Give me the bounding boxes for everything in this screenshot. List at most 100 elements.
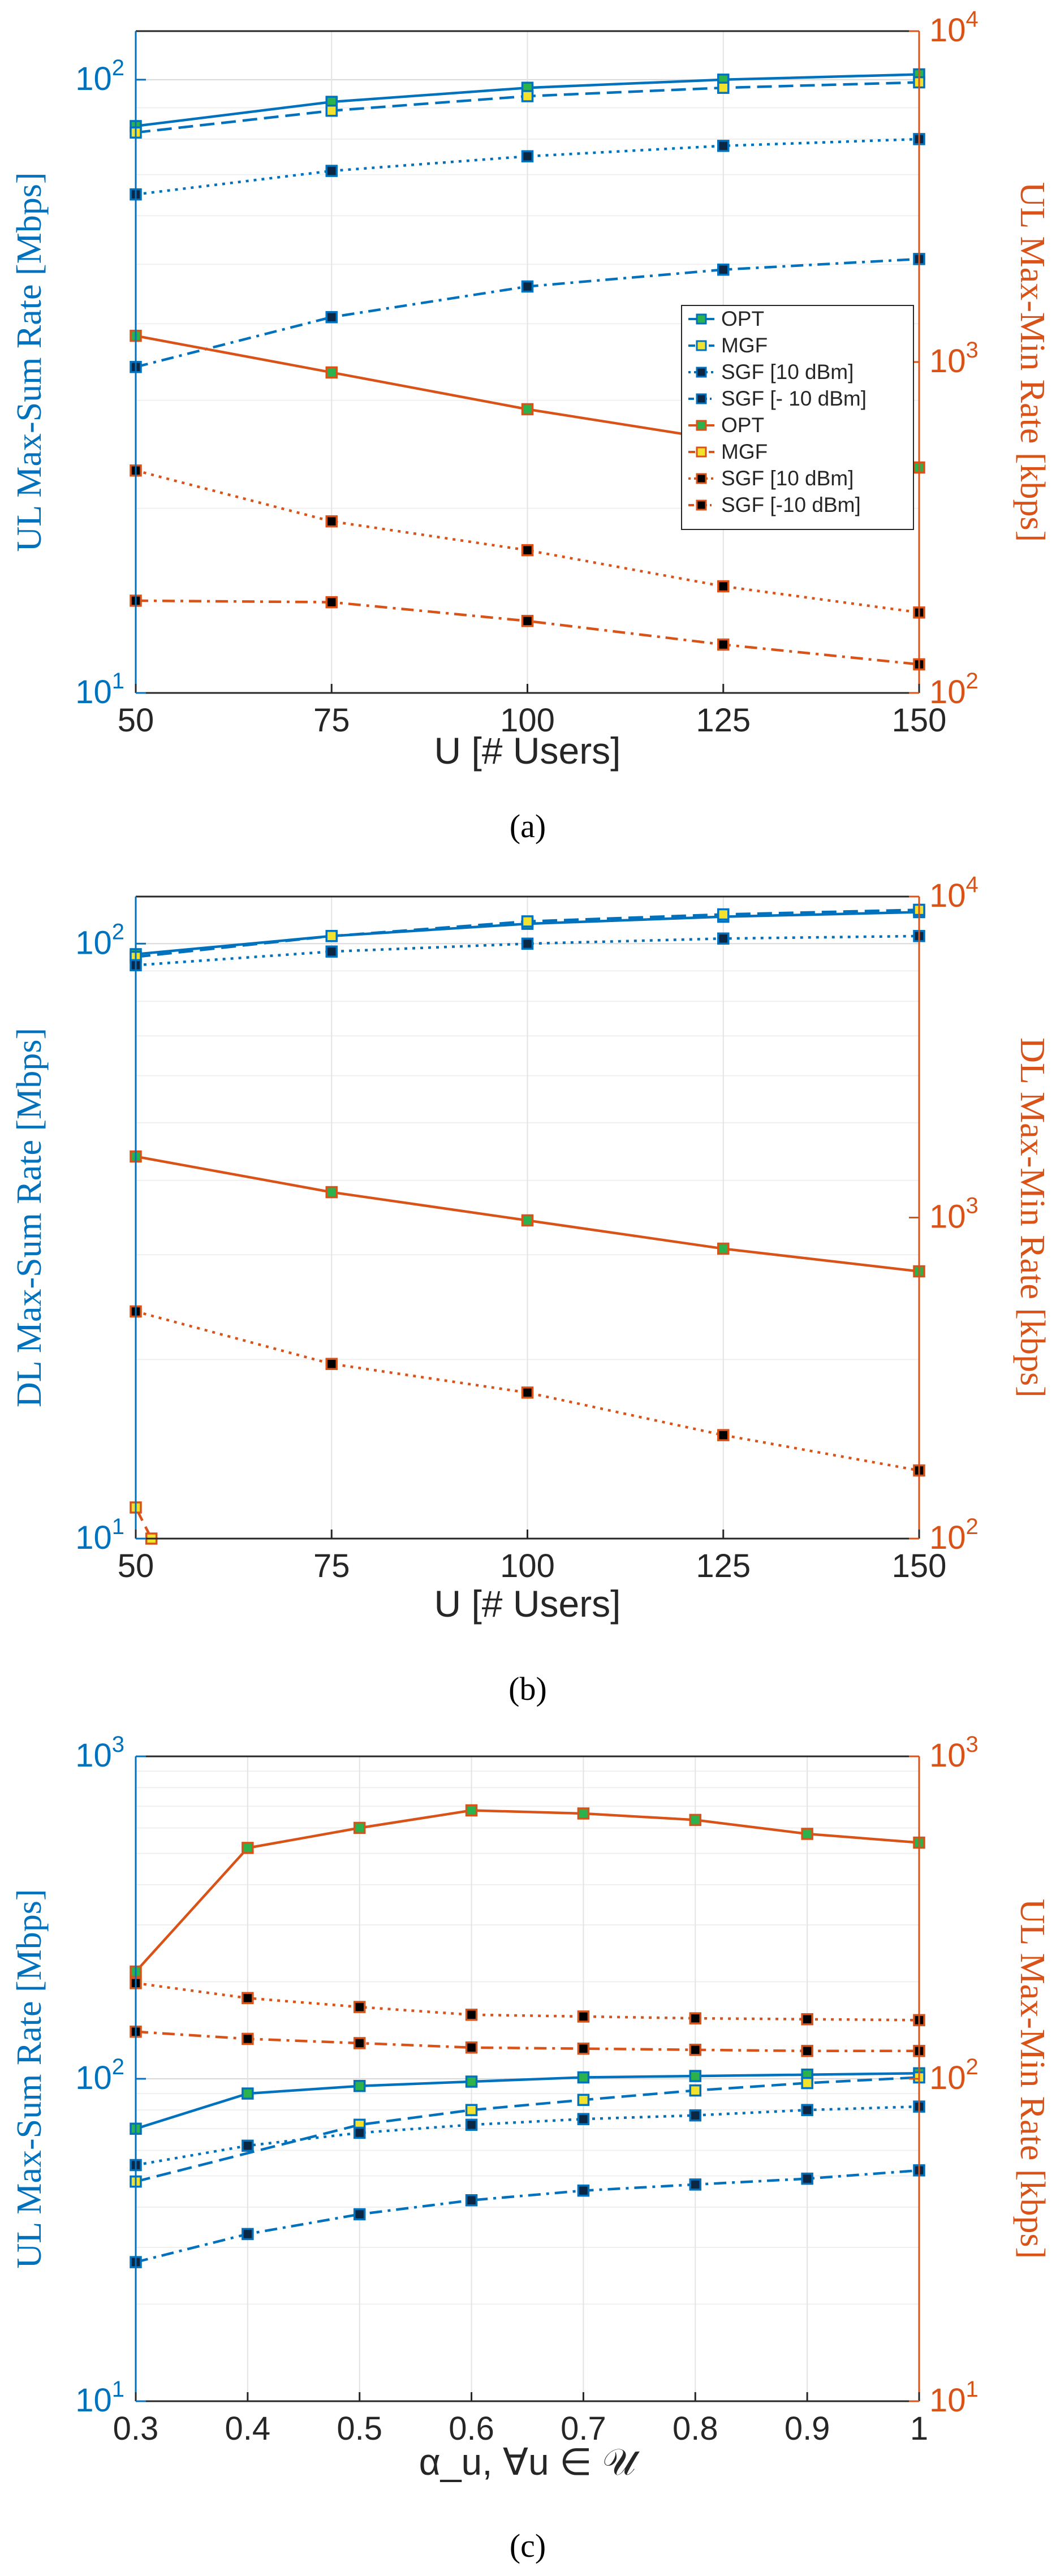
chart-panel-b: 50 75 100 125 150 101 102 102 103 104 DL Max-Sum R… [10,872,1051,1625]
x-tick-label: 50 [118,1548,154,1584]
data-point [577,2010,590,2023]
data-point [521,280,534,293]
data-point [325,165,338,177]
data-point [325,945,338,958]
left-tick-label: 102 [75,2054,124,2096]
legend-marker [696,313,707,325]
series-sgf-10-dbm--right [130,1305,925,1477]
series-sgf-10-dbm--right [130,2025,925,2057]
data-point [353,2079,366,2092]
chart-panel-a: 50 75 100 125 150 101 102 102 103 104 UL Max-Sum R… [10,7,1051,772]
left-tick-label: 103 [75,1732,124,1774]
data-point [325,1186,338,1199]
legend-box [681,305,914,530]
data-point [521,615,534,627]
x-tick-label: 150 [892,1548,947,1584]
data-point [325,596,338,609]
right-tick-label: 104 [929,7,979,49]
data-point [717,1242,730,1255]
data-point [242,2228,254,2241]
axes: 50 75 100 125 150 101 102 102 103 104 DL Max-Sum R… [10,872,1051,1625]
data-point [717,140,730,152]
data-point [465,2104,478,2116]
series-line [135,2072,920,2130]
legend-marker [696,473,707,484]
data-point [353,2001,366,2013]
data-point [717,1429,730,1441]
data-point [465,2075,478,2088]
data-point [521,403,534,416]
legend-label: MGF [721,440,768,463]
series-opt-right [130,1804,925,1978]
data-point [801,2172,813,2185]
right-tick-label: 103 [929,1732,979,1774]
data-point [325,515,338,528]
y-axis-label-right: UL Max-Min Rate [kbps] [1013,182,1051,542]
left-tick-label: 102 [75,919,124,961]
series-line [135,1809,920,1973]
data-point [521,1214,534,1227]
x-tick-label: 100 [500,1548,555,1584]
legend-label: MGF [721,334,768,357]
data-point [689,1813,702,1827]
x-tick-label: 0.9 [785,2410,830,2447]
x-tick-label: 150 [892,702,947,739]
caption-b: (b) [508,1670,547,1707]
left-tick-label: 102 [75,55,124,97]
right-tick-label: 102 [929,2054,979,2096]
x-tick-label: 0.3 [113,2410,159,2447]
x-tick-label: 0.5 [337,2410,382,2447]
series-mgf-left [130,903,925,963]
data-point [242,1992,254,2005]
data-point [325,366,338,379]
right-tick-label: 102 [929,669,979,710]
y-axis-label-left: UL Max-Sum Rate [Mbps] [10,1889,49,2268]
data-point [521,90,534,102]
legend-marker [696,393,707,404]
legend-label: SGF [10 dBm] [721,360,854,384]
series-line [135,1310,920,1472]
data-point [577,2093,590,2107]
data-point [577,2184,590,2197]
data-point [689,2109,702,2122]
data-point [717,263,730,276]
series-sgf-10-dbm--right [130,464,925,619]
legend-label: OPT [721,307,764,330]
y-axis-label-left: UL Max-Sum Rate [Mbps] [10,172,49,552]
data-point [521,544,534,557]
series-sgf-10-dbm--left [130,2100,925,2172]
legend-label: SGF [- 10 dBm] [721,387,867,410]
x-tick-label: 100 [500,702,555,739]
data-point [521,1386,534,1399]
series-sgf-10-dbm--right [130,595,925,671]
x-tick-label: 0.4 [225,2410,271,2447]
x-tick-label: 0.8 [673,2410,718,2447]
x-tick-label: 1 [910,2410,928,2447]
legend-marker [696,340,707,351]
data-point [465,2009,478,2021]
caption-c: (c) [510,2527,546,2564]
series-sgf-10-dbm--left [130,2164,925,2268]
data-point [242,2032,254,2045]
data-point [465,2194,478,2207]
data-point [689,2178,702,2191]
data-point [577,2042,590,2055]
left-tick-label: 101 [75,1514,124,1556]
legend-label: SGF [-10 dBm] [721,493,861,516]
data-point [577,2071,590,2084]
x-axis-label: U [# Users] [434,1583,620,1625]
data-point [577,1807,590,1820]
data-point [325,104,338,117]
data-point [465,1804,478,1817]
right-tick-label: 101 [929,2377,979,2419]
legend-label: OPT [721,413,764,437]
x-axis-label: U [# Users] [434,730,620,772]
data-point [717,908,730,921]
data-point [717,638,730,651]
data-point [521,150,534,163]
left-tick-label: 101 [75,669,124,710]
left-tick-label: 101 [75,2377,124,2419]
legend-marker [696,446,707,458]
right-tick-label: 102 [929,1514,979,1556]
